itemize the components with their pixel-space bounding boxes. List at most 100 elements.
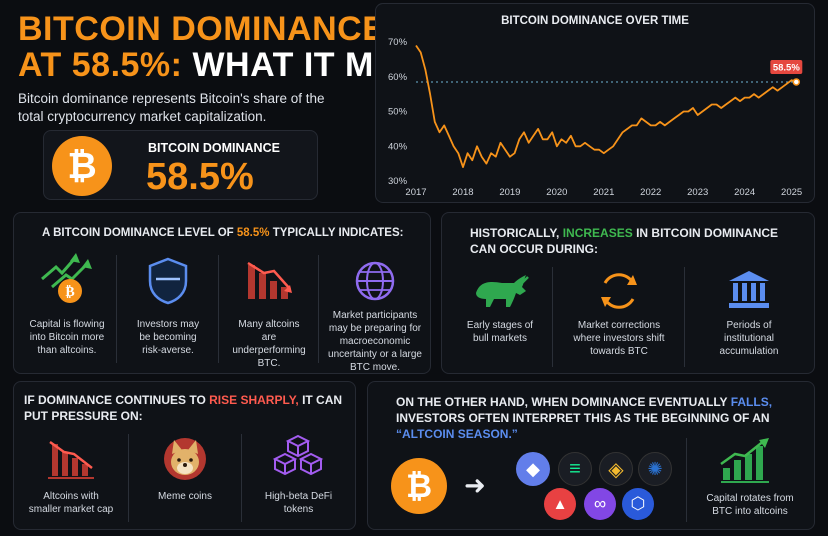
historically-panel: HISTORICALLY, INCREASES IN BITCOIN DOMIN… (441, 212, 815, 374)
arrow-right-icon: ➜ (464, 470, 486, 500)
historically-title: HISTORICALLY, INCREASES IN BITCOIN DOMIN… (470, 225, 790, 257)
ethereum-icon: ◆ (516, 452, 550, 486)
rising-bar-chart-icon (720, 438, 769, 483)
historically-item-text: Early stages of bull markets (466, 320, 534, 344)
indicates-item: ₿ Capital is flowing into Bitcoin more t… (18, 251, 116, 371)
bitcoin-coin-icon: ₿ (391, 458, 447, 514)
bitcoin-coin-icon: ₿ (52, 136, 112, 196)
x-tick-label: 2022 (640, 187, 661, 198)
divider (116, 255, 117, 363)
indicates-title-suffix: TYPICALLY INDICATES: (272, 227, 404, 239)
historically-title-prefix: HISTORICALLY, (470, 226, 560, 240)
pressure-title: IF DOMINANCE CONTINUES TO RISE SHARPLY, … (24, 392, 354, 424)
pressure-title-suffix: IT CAN PUT PRESSURE ON: (24, 393, 343, 423)
indicates-item: Market participants may be preparing for… (320, 251, 430, 373)
doge-icon (164, 438, 206, 480)
chainlink-icon: ⬡ (622, 488, 654, 520)
arrows-up-btc-icon: ₿ (41, 253, 92, 303)
latest-point-marker (792, 78, 801, 86)
x-tick-label: 2025 (781, 187, 802, 198)
indicates-item: Investors may be becoming risk-averse. (118, 251, 218, 371)
page-title-highlight: AT 58.5%: (18, 46, 183, 84)
polygon-icon: ∞ (584, 488, 616, 520)
historically-title-suffix: IN BITCOIN DOMINANCE CAN OCCUR DURING: (470, 226, 779, 256)
historically-item: Early stages of bull markets (448, 265, 552, 371)
solana-icon: ≡ (558, 452, 592, 486)
declining-chart-icon (247, 261, 292, 299)
indicates-title: A BITCOIN DOMINANCE LEVEL OF 58.5% TYPIC… (42, 225, 422, 241)
bull-icon (476, 275, 529, 307)
annotation-badge (770, 59, 803, 74)
historically-item-text: Market corrections where investors shift… (573, 320, 665, 357)
bank-icon (729, 271, 769, 308)
altseason-title-middle: INVESTORS OFTEN INTERPRET THIS AS THE BE… (396, 411, 770, 425)
indicates-item-text: Investors may be becoming risk-averse. (136, 319, 200, 356)
pressure-panel: IF DOMINANCE CONTINUES TO RISE SHARPLY, … (13, 381, 356, 530)
altseason-title-highlight: FALLS, (730, 395, 773, 409)
cardano-icon: ✺ (638, 452, 672, 486)
kpi-card: ₿ BITCOIN DOMINANCE 58.5% (43, 130, 318, 200)
x-tick-label: 2021 (593, 187, 614, 198)
y-tick-label: 60% (388, 72, 408, 83)
y-tick-label: 70% (388, 37, 408, 48)
altseason-title-quote: “ALTCOIN SEASON.” (396, 427, 518, 441)
cubes-icon (272, 434, 324, 476)
x-tick-label: 2024 (734, 187, 755, 198)
svg-text:₿: ₿ (65, 284, 74, 300)
x-tick-label: 2018 (452, 187, 473, 198)
y-tick-label: 40% (388, 141, 408, 152)
historically-title-highlight: INCREASES (562, 226, 633, 240)
altseason-panel: ON THE OTHER HAND, WHEN DOMINANCE EVENTU… (367, 381, 815, 530)
page-subtitle: Bitcoin dominance represents Bitcoin's s… (18, 91, 325, 124)
divider (218, 255, 219, 363)
altseason-caption: Capital rotates from BTC into altcoins (706, 493, 794, 517)
indicates-title-highlight: 58.5% (236, 227, 270, 239)
chart-title: BITCOIN DOMINANCE OVER TIME (501, 15, 689, 27)
pressure-item-text: Meme coins (158, 491, 212, 502)
divider (241, 434, 242, 522)
dominance-chart-panel: BITCOIN DOMINANCE OVER TIME 70% 60% 50% 40%… (375, 3, 815, 203)
historically-item: Periods of institutional accumulation (686, 265, 812, 371)
pressure-item-text: High-beta DeFi tokens (264, 491, 333, 515)
pressure-item-text: Altcoins with smaller market cap (28, 491, 114, 515)
divider (684, 267, 685, 367)
y-tick-label: 50% (388, 107, 408, 118)
indicates-item-text: Capital is flowing into Bitcoin more tha… (29, 319, 105, 356)
pressure-item: Meme coins (129, 432, 241, 527)
historically-item: Market corrections where investors shift… (554, 265, 684, 371)
x-tick-label: 2023 (687, 187, 708, 198)
pressure-item: High-beta DeFi tokens (242, 432, 355, 527)
shield-icon (148, 257, 188, 305)
indicates-item: Many altcoins are underperforming BTC. (219, 251, 319, 371)
kpi-value: 58.5% (146, 156, 254, 198)
pressure-title-prefix: IF DOMINANCE CONTINUES TO (24, 393, 206, 407)
dominance-line-chart: 70% 60% 50% 40% 30%2017 2018 2019 2020 2021 2022 2… (388, 37, 803, 198)
y-tick-label: 30% (388, 176, 408, 187)
x-tick-label: 2020 (546, 187, 567, 198)
altseason-title-prefix: ON THE OTHER HAND, WHEN DOMINANCE EVENTU… (396, 395, 728, 409)
page-title-text: BITCOIN DOMINANCE (18, 10, 386, 48)
divider (686, 438, 687, 522)
annotation-label: 58.5% (773, 62, 800, 73)
bnb-icon: ◈ (599, 452, 633, 486)
pressure-item: Altcoins with smaller market cap (14, 432, 128, 527)
pressure-title-highlight: RISE SHARPLY, (209, 393, 299, 407)
divider (128, 434, 129, 522)
dominance-series-line (415, 44, 797, 169)
divider (552, 267, 553, 367)
down-bar-chart-icon (48, 440, 94, 479)
divider (318, 255, 319, 363)
page-title-line-1: BITCOIN DOMINANCE (18, 12, 385, 46)
indicates-item-text: Many altcoins are underperforming BTC. (232, 319, 306, 369)
indicates-panel: A BITCOIN DOMINANCE LEVEL OF 58.5% TYPIC… (13, 212, 431, 374)
altseason-title: ON THE OTHER HAND, WHEN DOMINANCE EVENTU… (396, 394, 806, 442)
x-tick-label: 2019 (499, 187, 520, 198)
indicates-item-text: Market participants may be preparing for… (328, 310, 422, 373)
kpi-label: BITCOIN DOMINANCE (148, 141, 280, 155)
avalanche-icon: ▲ (544, 488, 576, 520)
globe-icon (355, 261, 395, 301)
historically-item-text: Periods of institutional accumulation (719, 320, 779, 357)
x-tick-label: 2017 (405, 187, 426, 198)
cycle-arrows-icon (601, 273, 637, 309)
indicates-title-prefix: A BITCOIN DOMINANCE LEVEL OF (42, 227, 234, 239)
